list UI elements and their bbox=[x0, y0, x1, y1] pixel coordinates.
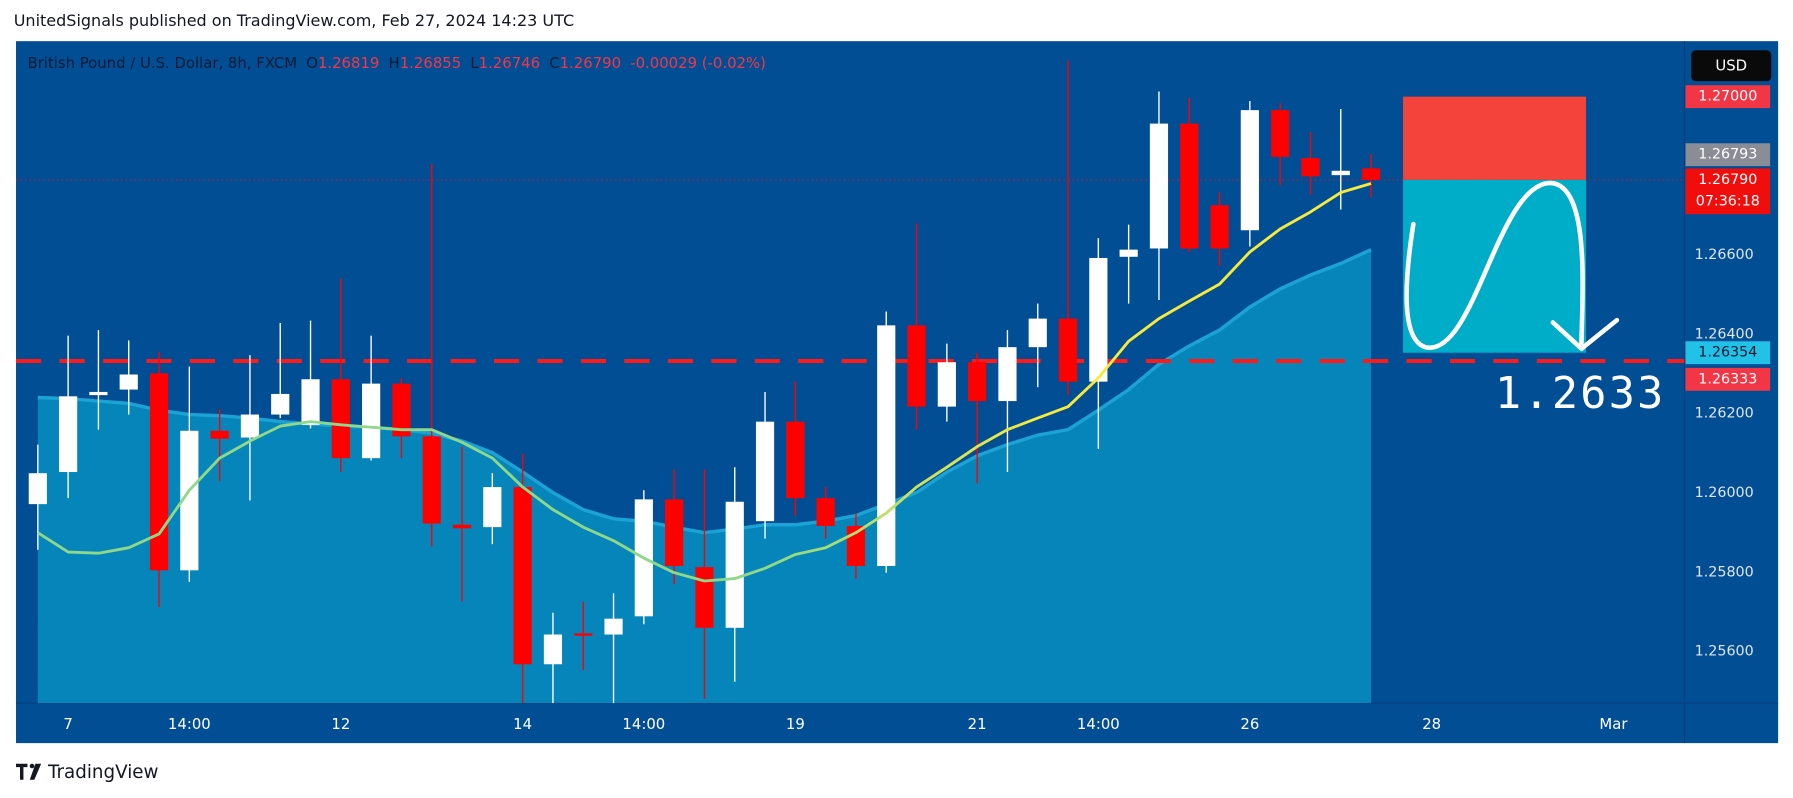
level-annotation: 1.2633 bbox=[1495, 369, 1666, 419]
candle-body bbox=[786, 421, 805, 499]
candle-body bbox=[210, 430, 229, 439]
legend-symbol: British Pound / U.S. Dollar, 8h, FXCM bbox=[27, 54, 297, 72]
legend-low: 1.26746 bbox=[479, 54, 540, 72]
price-label-bg bbox=[1685, 341, 1771, 365]
price-label-bg bbox=[1685, 85, 1771, 109]
y-tick-label: 1.25800 bbox=[1695, 564, 1754, 580]
candle-body bbox=[28, 473, 47, 505]
candle-body bbox=[392, 383, 411, 437]
price-countdown: 07:36:18 bbox=[1696, 194, 1760, 210]
legend-high: 1.26855 bbox=[400, 54, 461, 72]
candle-body bbox=[1028, 318, 1047, 348]
candle-body bbox=[1301, 158, 1320, 177]
candle-body bbox=[1210, 205, 1229, 249]
legend-open: 1.26819 bbox=[318, 54, 379, 72]
x-tick-label: 21 bbox=[968, 715, 987, 733]
currency: USD bbox=[1715, 56, 1747, 74]
x-tick-label: 14 bbox=[513, 715, 532, 733]
candle-body bbox=[180, 430, 199, 571]
candle-body bbox=[483, 487, 502, 528]
x-tick-label: 14:00 bbox=[1077, 715, 1120, 733]
legend-letter: L bbox=[470, 54, 479, 72]
candle-body bbox=[119, 374, 138, 390]
candle-body bbox=[331, 379, 350, 459]
logo-mark bbox=[16, 763, 28, 780]
candle-body bbox=[301, 379, 320, 425]
candle-body bbox=[755, 421, 775, 522]
candle-body bbox=[1119, 249, 1138, 257]
legend-change: -0.00029 (-0.02%) bbox=[630, 54, 766, 72]
price-label-bg bbox=[1685, 143, 1771, 167]
candle-body bbox=[452, 524, 472, 529]
candle-body bbox=[543, 634, 563, 665]
x-tick-label: 28 bbox=[1422, 715, 1441, 733]
candle-body bbox=[998, 347, 1017, 402]
drawn-arrowhead bbox=[1550, 317, 1620, 351]
y-tick-label: 1.25600 bbox=[1695, 644, 1754, 660]
y-tick-label: 1.26200 bbox=[1695, 406, 1754, 422]
price-label: 1.26333 bbox=[1698, 371, 1757, 387]
candle-body bbox=[1271, 110, 1290, 157]
candle-body bbox=[1089, 257, 1108, 382]
candle-body bbox=[149, 373, 169, 571]
candle-body bbox=[937, 362, 956, 407]
candle-body bbox=[422, 436, 441, 524]
candle-body bbox=[89, 391, 108, 396]
logo-dot bbox=[29, 763, 35, 769]
candle-body bbox=[362, 383, 381, 459]
candle-body bbox=[604, 618, 623, 635]
price-label: 1.26790 bbox=[1698, 172, 1757, 188]
candle-body bbox=[1361, 168, 1381, 180]
x-tick-label: 7 bbox=[63, 715, 72, 733]
ma-slow-area bbox=[37, 249, 1372, 704]
price-label-bg bbox=[1685, 367, 1771, 391]
candle-body bbox=[59, 396, 78, 473]
x-tick-label: Mar bbox=[1599, 715, 1628, 733]
candle-body bbox=[665, 499, 684, 566]
plot-area: 1.2633 bbox=[16, 60, 1685, 704]
price-label: 1.26354 bbox=[1698, 345, 1757, 361]
candle-body bbox=[695, 567, 714, 628]
currency-box bbox=[1691, 50, 1772, 82]
y-tick-label: 1.26400 bbox=[1695, 326, 1754, 342]
candle-body bbox=[1149, 123, 1169, 249]
candle-body bbox=[1331, 170, 1350, 176]
price-label: 1.27000 bbox=[1698, 89, 1757, 105]
candle-body bbox=[907, 325, 926, 407]
y-tick-label: 1.26000 bbox=[1695, 485, 1754, 501]
drawn-arrow bbox=[1404, 180, 1585, 350]
price-label-bg bbox=[1685, 168, 1771, 215]
price-label: 1.26793 bbox=[1698, 147, 1757, 163]
footer-brand: TradingView bbox=[47, 762, 159, 783]
candle-body bbox=[240, 414, 260, 438]
candle-body bbox=[1180, 123, 1199, 249]
logo-mark bbox=[29, 763, 42, 780]
candle-body bbox=[725, 501, 744, 628]
candle-body bbox=[513, 487, 532, 665]
candle-body bbox=[1240, 110, 1259, 231]
x-tick-label: 14:00 bbox=[622, 715, 665, 733]
candle-body bbox=[574, 633, 593, 636]
x-tick-label: 12 bbox=[331, 715, 350, 733]
candle-body bbox=[968, 362, 987, 402]
candle-body bbox=[816, 498, 835, 526]
x-tick-label: 19 bbox=[786, 715, 805, 733]
position-stop-zone bbox=[1403, 96, 1587, 180]
footer-logo bbox=[16, 763, 42, 780]
x-tick-label: 14:00 bbox=[168, 715, 211, 733]
ma-fast-line bbox=[37, 182, 1372, 583]
publish-header: UnitedSignals published on TradingView.c… bbox=[14, 11, 574, 30]
legend-close: 1.26790 bbox=[560, 54, 621, 72]
candle-body bbox=[271, 393, 290, 415]
x-tick-label: 26 bbox=[1240, 715, 1259, 733]
legend-letter: C bbox=[549, 54, 559, 72]
y-tick-label: 1.26600 bbox=[1695, 247, 1754, 263]
candle-body bbox=[1058, 318, 1078, 382]
legend-letter: O bbox=[306, 54, 318, 72]
legend-letter: H bbox=[389, 54, 400, 72]
candle-body bbox=[877, 325, 896, 566]
legend: British Pound / U.S. Dollar, 8h, FXCM O1.… bbox=[27, 54, 765, 72]
